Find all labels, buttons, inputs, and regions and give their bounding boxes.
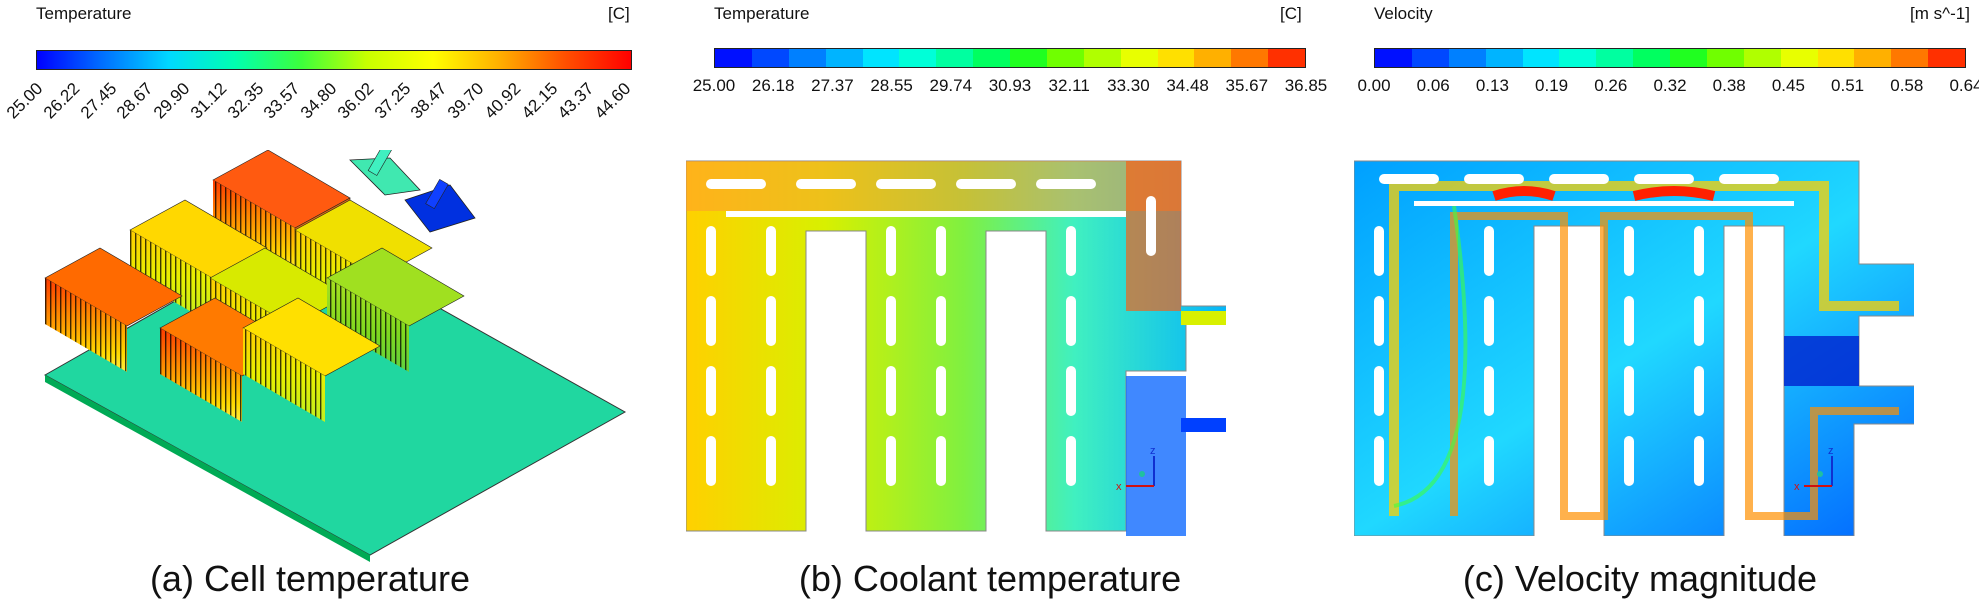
legend-tick: 34.48 bbox=[1166, 76, 1209, 95]
color-step bbox=[936, 49, 974, 67]
legend-tick: 0.32 bbox=[1653, 76, 1687, 95]
color-step bbox=[1231, 49, 1269, 67]
x-axis-label: x bbox=[1794, 481, 1800, 493]
panel-caption: (a) Cell temperature bbox=[149, 558, 471, 599]
legend-tick: 31.12 bbox=[186, 78, 231, 123]
legend-tick: 26.18 bbox=[751, 76, 795, 95]
color-step bbox=[1596, 49, 1634, 67]
color-step bbox=[1411, 49, 1449, 67]
axis-triad: z x bbox=[1116, 445, 1156, 493]
legend-tick: 27.37 bbox=[811, 76, 854, 95]
color-step bbox=[1046, 49, 1084, 67]
legend-tick: 30.93 bbox=[988, 76, 1032, 95]
color-step bbox=[1891, 49, 1929, 67]
legend-tick: 36.02 bbox=[333, 78, 378, 123]
legend-tick: 0.00 bbox=[1357, 76, 1391, 95]
color-step bbox=[1157, 49, 1195, 67]
color-step bbox=[788, 49, 826, 67]
color-step bbox=[1120, 49, 1158, 67]
legend-tick: 0.45 bbox=[1771, 76, 1805, 95]
color-step bbox=[715, 49, 752, 67]
legend-tick: 29.74 bbox=[929, 76, 973, 95]
panel-cell-temperature: Temperature [C] 25.00 26.22 27.45 28.67 29.9… bbox=[0, 0, 660, 604]
legend-tick: 25.00 bbox=[2, 78, 47, 123]
battery-module-3d-view bbox=[43, 150, 627, 562]
legend-tick: 42.15 bbox=[517, 78, 561, 123]
legend-tick: 43.37 bbox=[554, 78, 598, 123]
legend-unit-label: [C] bbox=[1280, 4, 1302, 23]
cell-block-group bbox=[44, 150, 465, 422]
axis-triad: z x bbox=[1794, 445, 1834, 493]
legend-tick: 0.13 bbox=[1475, 76, 1509, 95]
legend-tick: 0.64 bbox=[1949, 76, 1979, 95]
legend-tick: 44.60 bbox=[590, 78, 635, 123]
legend-tick: 37.25 bbox=[370, 78, 414, 123]
legend-unit-label: [C] bbox=[608, 4, 630, 23]
panel-coolant-temperature: Temperature [C] 25.00 26.18 27.37 28.55 29.7… bbox=[660, 0, 1327, 604]
legend-tick: 0.51 bbox=[1831, 76, 1865, 95]
color-step bbox=[825, 49, 863, 67]
legend-tick: 25.00 bbox=[692, 76, 736, 95]
color-step bbox=[1854, 49, 1892, 67]
legend-tick: 38.47 bbox=[407, 78, 451, 123]
color-step bbox=[1633, 49, 1670, 67]
legend-tick: 0.26 bbox=[1594, 76, 1628, 95]
color-step bbox=[1928, 49, 1965, 67]
x-axis-label: x bbox=[1116, 481, 1122, 493]
color-step bbox=[1743, 49, 1781, 67]
color-step bbox=[1194, 49, 1232, 67]
color-legend-bar bbox=[714, 48, 1306, 68]
legend-tick: 29.90 bbox=[149, 78, 194, 123]
color-step bbox=[1375, 49, 1412, 67]
legend-tick: 0.58 bbox=[1890, 76, 1924, 95]
color-step bbox=[1448, 49, 1486, 67]
color-step bbox=[1706, 49, 1744, 67]
legend-tick: 0.06 bbox=[1416, 76, 1450, 95]
legend-tick: 35.67 bbox=[1225, 76, 1269, 95]
color-legend-bar bbox=[1374, 48, 1966, 68]
legend-tick: 34.80 bbox=[296, 78, 341, 123]
legend-tick: 33.57 bbox=[260, 78, 304, 123]
color-step bbox=[1817, 49, 1855, 67]
legend-tick: 27.45 bbox=[76, 78, 120, 123]
legend-tick: 40.92 bbox=[480, 78, 525, 123]
color-step bbox=[1485, 49, 1523, 67]
color-step bbox=[1559, 49, 1597, 67]
legend-tick: 32.11 bbox=[1048, 76, 1090, 95]
color-step bbox=[973, 49, 1010, 67]
coolant-channel-temperature-map: z x bbox=[686, 160, 1226, 536]
z-axis-label: z bbox=[1150, 445, 1156, 457]
color-step bbox=[1083, 49, 1121, 67]
color-step bbox=[751, 49, 789, 67]
legend-unit-label: [m s^-1] bbox=[1910, 4, 1970, 23]
legend-tick: 28.67 bbox=[113, 78, 157, 123]
color-step bbox=[1522, 49, 1560, 67]
legend-tick: 28.55 bbox=[870, 76, 913, 95]
legend-tick: 36.85 bbox=[1284, 76, 1328, 95]
legend-tick: 0.38 bbox=[1712, 76, 1746, 95]
panel-velocity-magnitude: Velocity [m s^-1] 0.00 0.06 0.13 0.19 0.26 0.… bbox=[1320, 0, 1979, 604]
legend-tick: 39.70 bbox=[443, 78, 488, 123]
panel-caption: (b) Coolant temperature bbox=[798, 558, 1182, 599]
color-step bbox=[899, 49, 937, 67]
legend-variable-label: Velocity bbox=[1374, 4, 1433, 23]
color-step bbox=[1780, 49, 1818, 67]
legend-tick: 32.35 bbox=[223, 78, 267, 123]
panel-caption: (c) Velocity magnitude bbox=[1462, 558, 1818, 599]
color-legend-bar bbox=[36, 50, 632, 70]
color-step bbox=[1268, 49, 1305, 67]
color-step bbox=[1670, 49, 1707, 67]
color-step bbox=[1010, 49, 1047, 67]
legend-variable-label: Temperature bbox=[36, 4, 132, 23]
legend-variable-label: Temperature bbox=[714, 4, 810, 23]
legend-tick: 26.22 bbox=[39, 78, 84, 123]
coolant-velocity-magnitude-map: z x bbox=[1354, 160, 1914, 536]
legend-tick: 33.30 bbox=[1107, 76, 1150, 95]
color-step bbox=[862, 49, 900, 67]
z-axis-label: z bbox=[1828, 445, 1834, 457]
legend-tick: 0.19 bbox=[1535, 76, 1569, 95]
